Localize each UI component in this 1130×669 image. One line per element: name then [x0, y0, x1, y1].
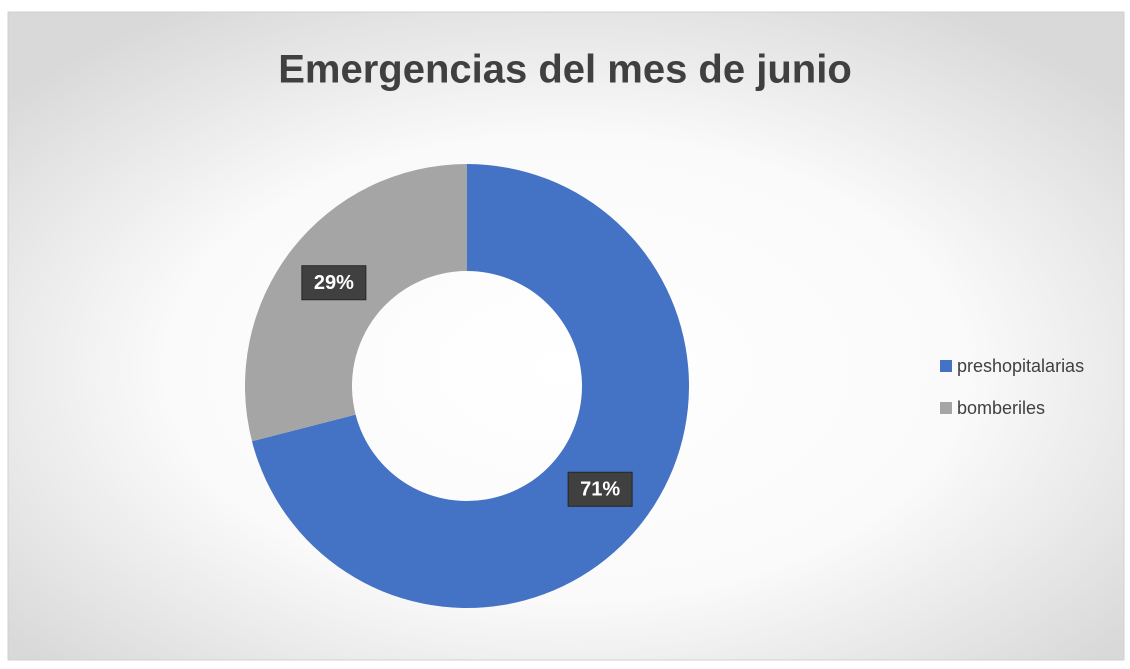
data-label: 29% — [314, 272, 354, 294]
chart-title: Emergencias del mes de junio — [278, 48, 852, 92]
legend-swatch — [940, 360, 952, 372]
data-label-box — [301, 265, 367, 301]
data-label: 71% — [580, 479, 620, 501]
legend-label: bomberiles — [957, 398, 1045, 418]
donut-segment — [245, 164, 467, 442]
legend-swatch — [940, 402, 952, 414]
legend-label: preshopitalarias — [957, 356, 1084, 376]
data-label-box — [567, 471, 633, 507]
